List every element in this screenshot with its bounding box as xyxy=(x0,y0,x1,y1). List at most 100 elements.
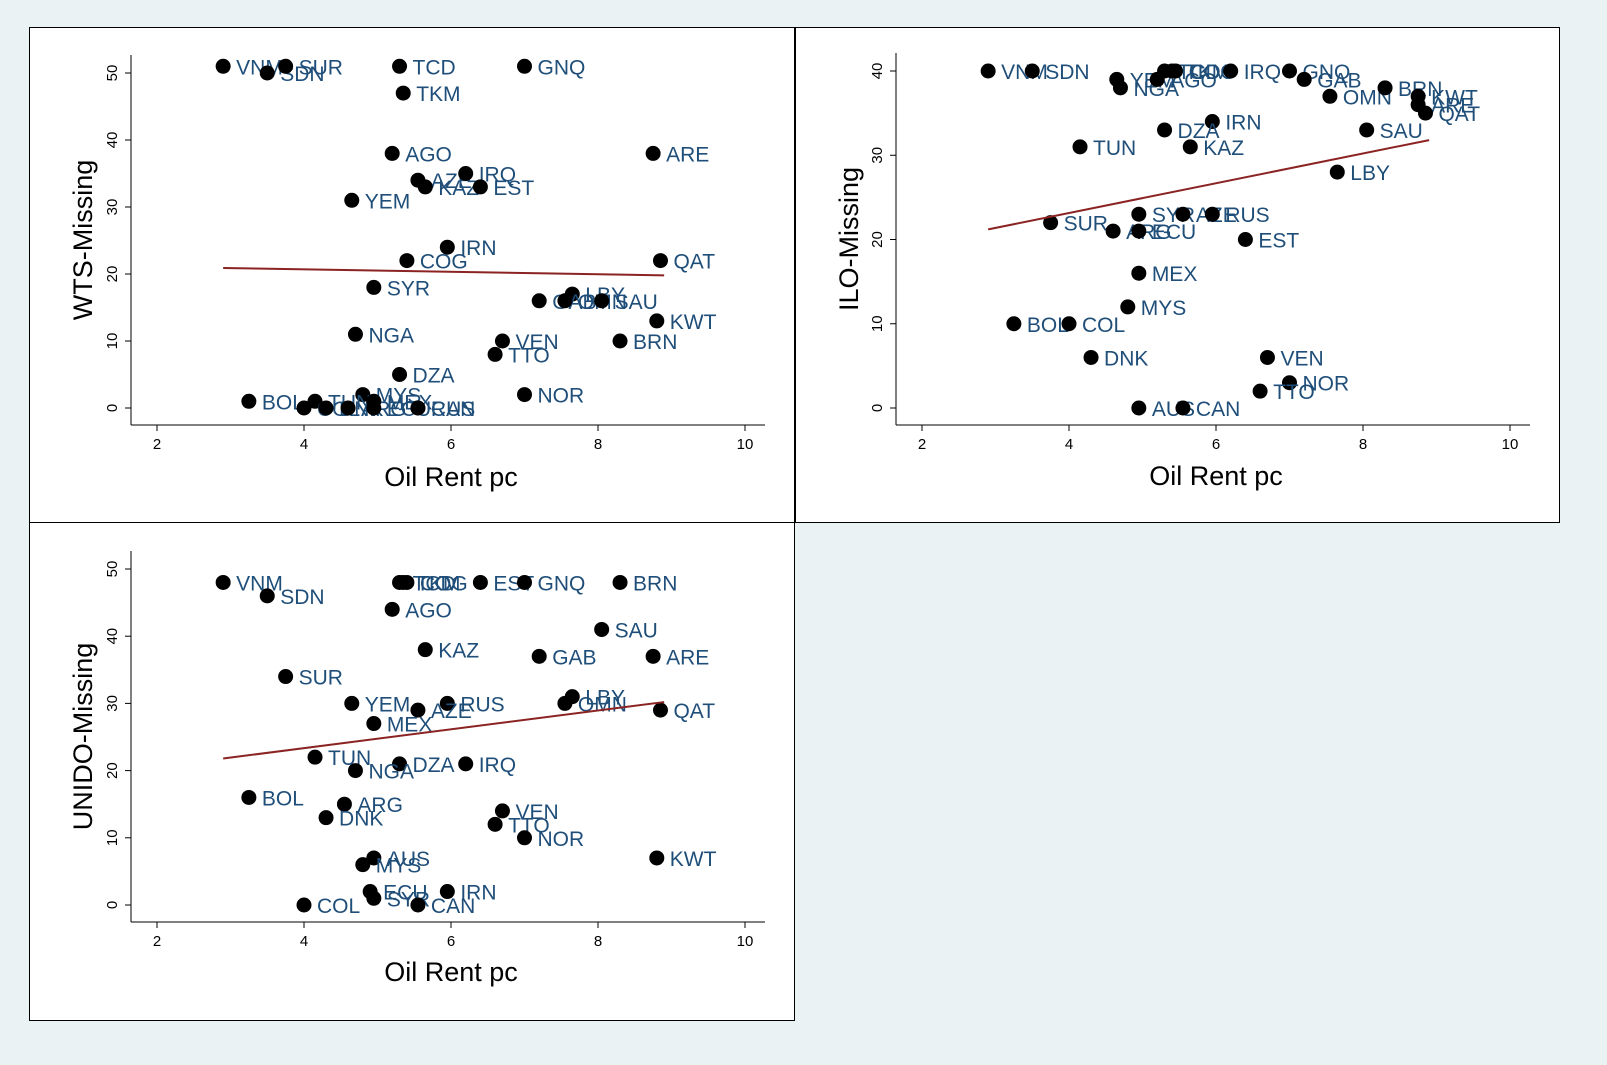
point-label: DZA xyxy=(413,754,455,777)
scatter-point xyxy=(531,293,547,309)
scatter-point xyxy=(1417,105,1433,121)
scatter-point xyxy=(1083,349,1099,365)
point-label: GNQ xyxy=(1303,61,1351,84)
point-label: BRN xyxy=(633,331,677,354)
y-tick-label: 10 xyxy=(104,829,121,846)
scatter-point xyxy=(1061,316,1077,332)
point-label: KAZ xyxy=(438,177,479,200)
point-label: MYS xyxy=(376,855,422,878)
scatter-point xyxy=(1282,63,1297,79)
point-label: AGO xyxy=(1170,69,1217,92)
point-label: VNM xyxy=(236,56,283,79)
scatter-point xyxy=(487,816,503,832)
point-label: NGA xyxy=(368,324,414,347)
point-label: TTO xyxy=(508,814,550,837)
scatter-point xyxy=(517,574,532,590)
scatter-point xyxy=(1359,122,1375,138)
scatter-point xyxy=(259,65,275,81)
scatter-point xyxy=(1252,383,1268,399)
scatter-point xyxy=(395,85,411,101)
panel-ilo: 2 4 6 8 10 0 10 20 30 40 Oil Rent pc ILO-Missing VNM… xyxy=(795,27,1560,523)
y-axis-title: WTS-Missing xyxy=(68,160,98,321)
x-axis-title: Oil Rent pc xyxy=(1149,461,1283,491)
scatter-point xyxy=(336,796,352,812)
x-tick-label: 10 xyxy=(737,436,754,453)
point-label: KAZ xyxy=(438,640,479,663)
point-label: RUS xyxy=(431,398,475,421)
y-tick-label: 30 xyxy=(104,199,121,216)
x-axis-title: Oil Rent pc xyxy=(384,957,518,987)
point-label: DNK xyxy=(1104,347,1148,370)
scatter-point xyxy=(649,313,665,329)
point-label: MEX xyxy=(387,714,433,737)
scatter-point xyxy=(417,179,433,195)
point-label: SAU xyxy=(1380,120,1423,143)
point-label: BRN xyxy=(633,572,677,595)
scatter-point xyxy=(340,400,356,416)
point-label: SDN xyxy=(280,586,324,609)
x-tick-label: 2 xyxy=(918,436,926,453)
x-axis-title: Oil Rent pc xyxy=(384,462,518,492)
point-label: BOL xyxy=(1027,314,1069,337)
y-tick-label: 10 xyxy=(104,333,121,350)
point-label: GNQ xyxy=(538,56,586,79)
y-tick-label: 20 xyxy=(869,231,886,248)
point-label: ARE xyxy=(666,646,709,669)
scatter-point xyxy=(1006,316,1022,332)
scatter-point xyxy=(458,166,474,181)
point-label: ARE xyxy=(1431,95,1474,118)
point-label: QAT xyxy=(1438,103,1480,126)
point-label: VEN xyxy=(515,801,558,824)
x-tick-label: 8 xyxy=(594,933,602,950)
point-label: DZA xyxy=(413,365,455,388)
point-label: EST xyxy=(493,177,534,200)
scatter-point xyxy=(594,293,610,309)
point-label: TCD xyxy=(413,572,456,595)
point-label: AUS xyxy=(387,848,430,871)
point-label: LBY xyxy=(585,687,625,710)
scatter-point xyxy=(1072,139,1088,155)
point-label: KWT xyxy=(670,311,717,334)
scatter-point xyxy=(215,58,231,74)
x-tick-label: 10 xyxy=(1502,436,1519,453)
point-label: IRN xyxy=(460,882,496,905)
panel-wts: 2 4 6 8 10 0 10 20 30 40 50 Oil Rent pc WTS-Missing V… xyxy=(29,27,795,523)
scatter-point xyxy=(517,387,532,403)
scatter-point xyxy=(410,897,426,913)
point-label: YEM xyxy=(365,190,411,213)
point-label: TKM xyxy=(1185,61,1229,84)
point-label: ARE xyxy=(666,143,709,166)
scatter-point xyxy=(612,574,628,590)
scatter-point xyxy=(472,179,488,195)
y-axis-title: ILO-Missing xyxy=(834,167,864,311)
scatter-point xyxy=(1296,71,1312,87)
y-tick-label: 0 xyxy=(104,404,121,412)
scatter-point xyxy=(417,642,433,658)
point-label: MYS xyxy=(1141,297,1187,320)
scatter-point xyxy=(392,58,408,74)
point-label: AZE xyxy=(431,700,472,723)
point-label: AGO xyxy=(405,599,452,622)
point-label: GNQ xyxy=(538,572,586,595)
point-label: ARG xyxy=(357,794,403,817)
point-label: MEX xyxy=(1152,263,1198,286)
point-label: TTO xyxy=(508,344,550,367)
scatter-point xyxy=(1223,63,1239,79)
x-tick-label: 4 xyxy=(300,933,308,950)
scatter-point xyxy=(1131,206,1147,222)
point-label: DZA xyxy=(1178,120,1220,143)
point-label: SDN xyxy=(1045,61,1089,84)
point-label: IRQ xyxy=(479,164,516,187)
point-label: VNM xyxy=(1001,61,1048,84)
scatter-point xyxy=(344,695,360,711)
scatter-point xyxy=(296,400,312,416)
point-label: QAT xyxy=(673,251,715,274)
x-tick-label: 6 xyxy=(447,436,455,453)
point-label: LBY xyxy=(1350,162,1390,185)
unido-scatter-chart: 2 4 6 8 10 0 10 20 30 40 50 Oil Rent pc UNIDO-Missin… xyxy=(68,551,765,987)
scatter-point xyxy=(410,400,426,416)
scatter-point xyxy=(344,192,360,208)
scatter-point xyxy=(531,648,547,664)
scatter-point xyxy=(1120,299,1136,315)
scatter-point xyxy=(1157,122,1173,138)
